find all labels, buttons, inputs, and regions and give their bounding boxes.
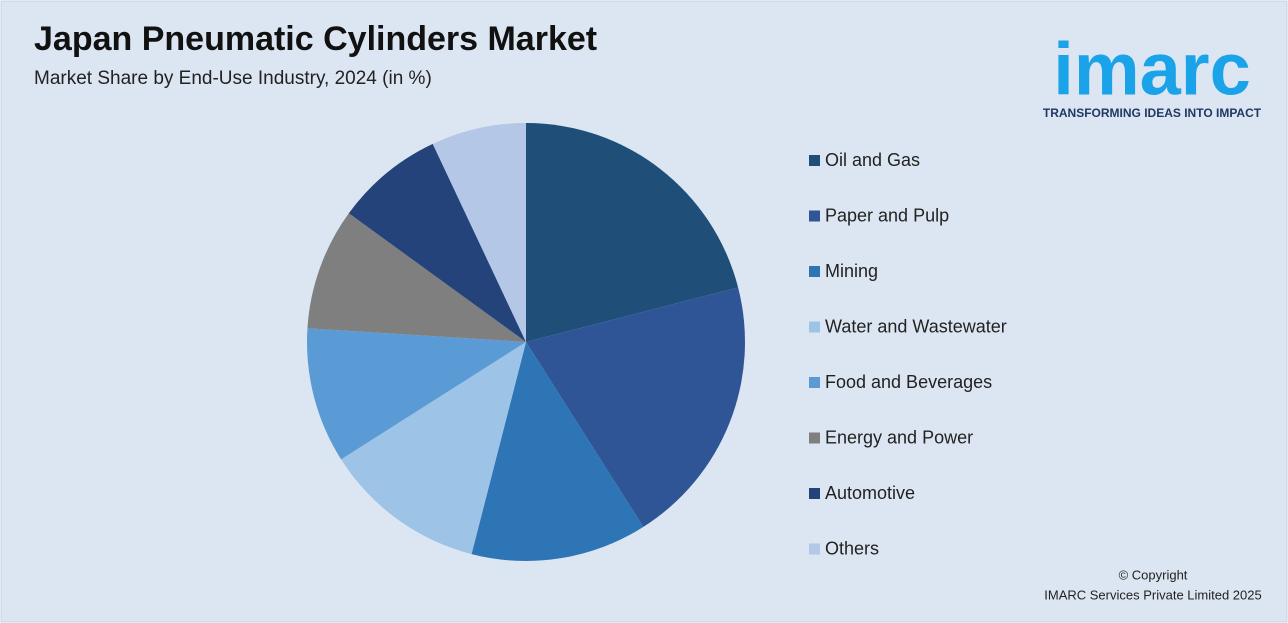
legend-swatch [809, 488, 820, 499]
legend-label: Food and Beverages [825, 372, 992, 392]
legend-label: Water and Wastewater [825, 316, 1007, 336]
copyright: IMARC Services Private Limited 2025 [1044, 587, 1261, 602]
logo-tagline: TRANSFORMING IDEAS INTO IMPACT [1043, 106, 1262, 120]
pie-slice [348, 143, 526, 342]
copyright: © Copyright [1119, 567, 1188, 582]
pie-slice [341, 342, 526, 555]
pie-slice [432, 123, 526, 342]
pie-slice [526, 287, 745, 527]
pie-slice [307, 213, 526, 342]
legend-label: Automotive [825, 483, 915, 503]
pie-slice [526, 123, 739, 342]
chart-subtitle: Market Share by End-Use Industry, 2024 (… [34, 68, 432, 89]
legend-swatch [809, 432, 820, 444]
pie-slice [307, 328, 526, 460]
legend-label: Mining [825, 261, 878, 281]
legend-swatch [809, 155, 820, 166]
chart-title: Japan Pneumatic Cylinders Market [34, 20, 597, 58]
legend-label: Oil and Gas [825, 150, 920, 170]
legend-label: Others [825, 538, 879, 558]
logo: imarc [1053, 28, 1250, 111]
legend-swatch [809, 321, 820, 333]
legend-swatch [809, 377, 820, 388]
pie-slice [471, 342, 644, 561]
legend-label: Energy and Power [825, 427, 973, 447]
legend-swatch [809, 266, 820, 277]
legend-swatch [809, 543, 820, 555]
legend-label: Paper and Pulp [825, 205, 949, 225]
legend-swatch [809, 210, 820, 222]
